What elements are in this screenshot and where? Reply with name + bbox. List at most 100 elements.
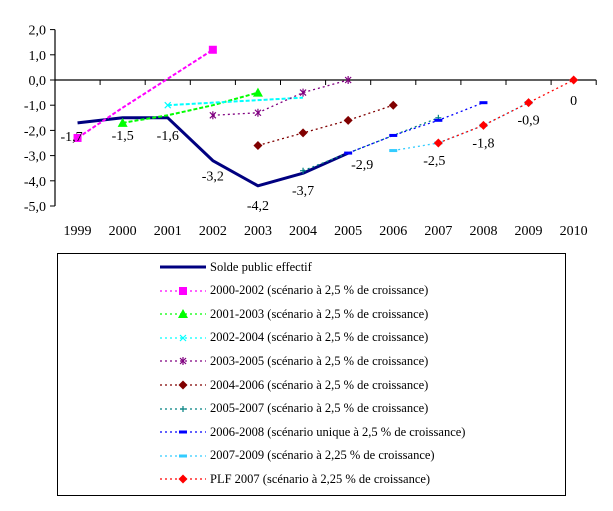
legend-marker xyxy=(178,474,188,484)
chart-plot: 2,0 1,0 0,0 -1,0 -2,0 -3,0 -4,0 -5,0 1999 2000 20… xyxy=(24,24,597,239)
legend-label: 2005-2007 (scénario à 2,5 % de croissanc… xyxy=(210,401,429,416)
series-3 xyxy=(164,96,304,109)
data-point xyxy=(209,111,217,120)
data-label: -1,6 xyxy=(157,129,179,144)
x-tick-label: 2009 xyxy=(515,224,543,239)
legend-item: 2001-2003 (scénario à 2,5 % de croissanc… xyxy=(158,305,428,323)
data-point xyxy=(479,101,488,105)
data-labels: -1,7 -1,5 -1,6 -3,2 -4,2 -3,7 -2,9 -2,5 -1,8 -0,9… xyxy=(60,94,577,214)
legend-item: 2007-2009 (scénario à 2,25 % de croissan… xyxy=(158,447,435,465)
data-label: -2,9 xyxy=(351,158,373,173)
data-point xyxy=(434,118,443,122)
x-axis: 1999 2000 2001 2002 2003 2004 2005 2006 2007 2008… xyxy=(54,79,597,239)
data-point xyxy=(252,87,263,97)
legend-label: 2002-2004 (scénario à 2,5 % de croissanc… xyxy=(210,330,429,345)
series-8 xyxy=(389,101,533,153)
data-label: -1,8 xyxy=(472,136,494,151)
legend-marker xyxy=(179,357,187,366)
data-point xyxy=(300,167,307,174)
legend-marker xyxy=(178,380,188,390)
legend-swatch xyxy=(160,309,206,319)
series-1 xyxy=(73,45,217,142)
legend-item: 2006-2008 (scénario unique à 2,5 % de cr… xyxy=(158,423,465,441)
y-tick-label: -1,0 xyxy=(24,99,46,114)
legend-item: 2004-2006 (scénario à 2,5 % de croissanc… xyxy=(158,376,428,394)
legend: Solde public effectif 2000-2002 (scénario… xyxy=(57,253,566,496)
series-line xyxy=(212,79,349,116)
legend-swatch xyxy=(160,430,206,434)
legend-label: 2004-2006 (scénario à 2,5 % de croissanc… xyxy=(210,377,429,392)
legend-item: 2002-2004 (scénario à 2,5 % de croissanc… xyxy=(158,329,428,347)
legend-label: 2006-2008 (scénario unique à 2,5 % de cr… xyxy=(210,424,466,439)
x-tick-label: 2001 xyxy=(154,224,182,239)
series-line xyxy=(76,48,214,139)
legend-label: 2000-2002 (scénario à 2,5 % de croissanc… xyxy=(210,283,429,298)
legend-marker xyxy=(179,430,187,434)
data-point xyxy=(389,133,398,137)
data-label: -0,9 xyxy=(517,114,539,129)
data-label: -3,2 xyxy=(202,170,224,185)
data-point xyxy=(343,115,353,125)
legend-swatch xyxy=(160,405,206,412)
data-label: -4,2 xyxy=(247,199,269,214)
data-label: -1,7 xyxy=(60,130,82,145)
legend-label: Solde public effectif xyxy=(210,259,312,274)
legend-marker xyxy=(179,454,187,458)
data-point xyxy=(299,88,307,97)
x-tick-label: 2002 xyxy=(199,224,227,239)
data-point xyxy=(208,45,217,54)
data-point xyxy=(73,133,82,142)
legend-item: 2000-2002 (scénario à 2,5 % de croissanc… xyxy=(158,282,428,300)
data-point xyxy=(344,76,352,84)
y-tick-label: -4,0 xyxy=(24,175,46,190)
series-line xyxy=(122,91,259,124)
x-tick-label: 2010 xyxy=(560,224,588,239)
series-line xyxy=(347,102,484,154)
data-label: -2,5 xyxy=(423,154,445,169)
x-tick-label: 2005 xyxy=(334,224,362,239)
x-tick-label: 1999 xyxy=(64,224,92,239)
data-point xyxy=(524,98,534,108)
legend-item: Solde public effectif xyxy=(158,258,312,276)
legend-swatch xyxy=(160,265,206,269)
y-tick-label: 1,0 xyxy=(29,49,47,64)
legend-swatch xyxy=(160,334,206,342)
legend-marker xyxy=(178,309,188,319)
data-point xyxy=(389,149,398,153)
y-tick-label: -2,0 xyxy=(24,124,46,139)
x-tick-label: 2003 xyxy=(244,224,272,239)
legend-marker xyxy=(179,286,187,295)
series-line xyxy=(257,104,394,147)
y-axis: 2,0 1,0 0,0 -1,0 -2,0 -3,0 -4,0 -5,0 xyxy=(24,24,56,215)
series-line xyxy=(438,79,574,144)
legend-swatch xyxy=(160,474,206,484)
data-point xyxy=(433,138,443,148)
legend-swatch xyxy=(160,454,206,458)
data-point xyxy=(253,141,263,151)
legend-swatch xyxy=(160,286,206,295)
legend-item: 2005-2007 (scénario à 2,5 % de croissanc… xyxy=(158,400,428,418)
data-point xyxy=(344,151,353,155)
series-line xyxy=(167,96,304,107)
x-tick-label: 2004 xyxy=(289,224,317,239)
series-5 xyxy=(253,100,398,151)
y-tick-label: -3,0 xyxy=(24,150,46,165)
series-line xyxy=(393,102,529,152)
legend-label: 2007-2009 (scénario à 2,25 % de croissan… xyxy=(210,448,435,463)
data-point xyxy=(478,120,488,130)
legend-label: 2001-2003 (scénario à 2,5 % de croissanc… xyxy=(210,306,429,321)
data-point xyxy=(164,101,172,109)
legend-marker xyxy=(179,334,187,342)
legend-label: 2003-2005 (scénario à 2,5 % de croissanc… xyxy=(210,353,429,368)
y-tick-label: 2,0 xyxy=(29,24,47,39)
legend-item: 2003-2005 (scénario à 2,5 % de croissanc… xyxy=(158,352,428,370)
legend-swatch xyxy=(160,357,206,366)
series-layer xyxy=(73,45,579,188)
data-label: -1,5 xyxy=(112,129,134,144)
x-tick-label: 2006 xyxy=(379,224,407,239)
data-point xyxy=(388,100,398,110)
x-tick-label: 2000 xyxy=(109,224,137,239)
data-point xyxy=(569,75,579,85)
data-point xyxy=(298,128,308,138)
data-label: -3,7 xyxy=(292,184,314,199)
